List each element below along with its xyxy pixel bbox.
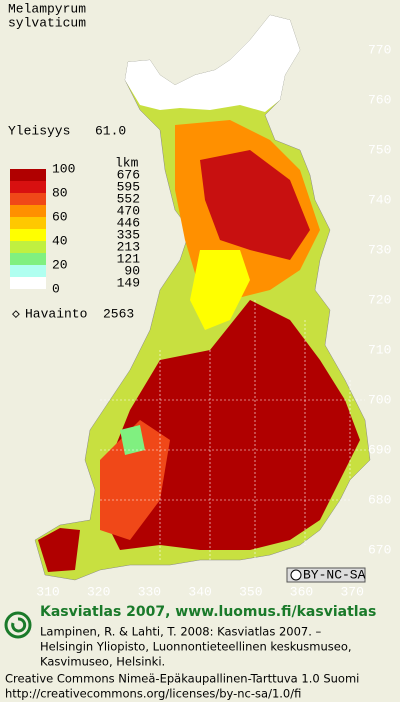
species-name: Melampyrum xyxy=(8,1,86,16)
legend-swatch xyxy=(10,253,46,265)
map xyxy=(34,14,371,581)
northing-label: 670 xyxy=(368,542,391,557)
northing-label: 740 xyxy=(368,192,391,207)
legend-scale-label: 80 xyxy=(52,185,68,200)
northing-label: 690 xyxy=(368,442,391,457)
observation-marker: ◇ xyxy=(12,306,20,321)
citation: Helsingin Yliopisto, Luonnontieteellinen… xyxy=(40,640,352,654)
legend-count: 213 xyxy=(117,239,140,254)
frequency-label: Yleisyys xyxy=(8,123,70,138)
citation: Lampinen, R. & Lahti, T. 2008: Kasviatla… xyxy=(40,625,322,639)
legend-count: 121 xyxy=(117,251,141,266)
observation-count: 2563 xyxy=(103,306,134,321)
northing-label: 760 xyxy=(368,92,391,107)
logo xyxy=(4,611,32,639)
legend-count: 552 xyxy=(117,191,140,206)
legend-swatch xyxy=(10,241,46,253)
legend-count: 446 xyxy=(117,215,140,230)
red-zone-north xyxy=(200,150,310,260)
legend-count: 90 xyxy=(124,263,140,278)
legend-count: 676 xyxy=(117,167,140,182)
legend-swatch xyxy=(10,169,46,181)
legend-unit: lkm xyxy=(115,155,139,170)
legend-scale-label: 0 xyxy=(52,281,60,296)
license-badge: BY-NC-SA xyxy=(303,567,366,582)
green-zone xyxy=(120,425,145,455)
legend-scale-label: 100 xyxy=(52,161,75,176)
northing-label: 730 xyxy=(368,242,391,257)
legend-scale-label: 40 xyxy=(52,233,68,248)
license-badge-box xyxy=(286,567,366,583)
legend-swatch xyxy=(10,181,46,193)
license: Creative Commons Nimeä-Epäkaupallinen-Ta… xyxy=(5,672,359,686)
grid-lines xyxy=(100,300,370,560)
northing-label: 720 xyxy=(368,292,391,307)
easting-label: 360 xyxy=(290,584,313,599)
legend-swatch xyxy=(10,229,46,241)
legend-count: 595 xyxy=(117,179,140,194)
northing-label: 750 xyxy=(368,142,391,157)
license-url: http://creativecommons.org/licenses/by-n… xyxy=(5,687,301,701)
north-region xyxy=(125,15,300,112)
legend-count: 470 xyxy=(117,203,140,218)
northing-label: 710 xyxy=(368,342,391,357)
frequency-value: 61.0 xyxy=(95,123,126,138)
legend-swatch xyxy=(10,205,46,217)
yellow-zone xyxy=(190,250,250,330)
cc-icon xyxy=(290,569,302,581)
citation: Kasvimuseo, Helsinki. xyxy=(40,655,165,669)
easting-label: 320 xyxy=(87,584,110,599)
legend-swatch xyxy=(10,193,46,205)
easting-label: 310 xyxy=(36,584,59,599)
legend-swatch xyxy=(10,217,46,229)
easting-label: 340 xyxy=(188,584,211,599)
brand: Kasviatlas 2007, www.luomus.fi/kasviatla… xyxy=(40,604,376,620)
legend-count: 335 xyxy=(117,227,140,242)
species-name: sylvaticum xyxy=(8,15,86,30)
easting-label: 350 xyxy=(239,584,262,599)
legend-scale-label: 20 xyxy=(52,257,68,272)
observation-label: Havainto xyxy=(25,306,87,321)
legend-swatch xyxy=(10,265,46,277)
legend-swatch xyxy=(10,277,46,289)
legend-count: 149 xyxy=(117,275,140,290)
northing-label: 770 xyxy=(368,42,391,57)
easting-label: 370 xyxy=(340,584,363,599)
northing-label: 680 xyxy=(368,492,391,507)
legend-scale-label: 60 xyxy=(52,209,68,224)
red-zone-southwest xyxy=(38,528,80,572)
northing-label: 700 xyxy=(368,392,391,407)
red-zone-south xyxy=(100,300,360,550)
easting-label: 330 xyxy=(138,584,161,599)
grid-labels: 770 760 750 740 730 720 710 700 690 680 670 310 320 3… xyxy=(36,42,391,599)
